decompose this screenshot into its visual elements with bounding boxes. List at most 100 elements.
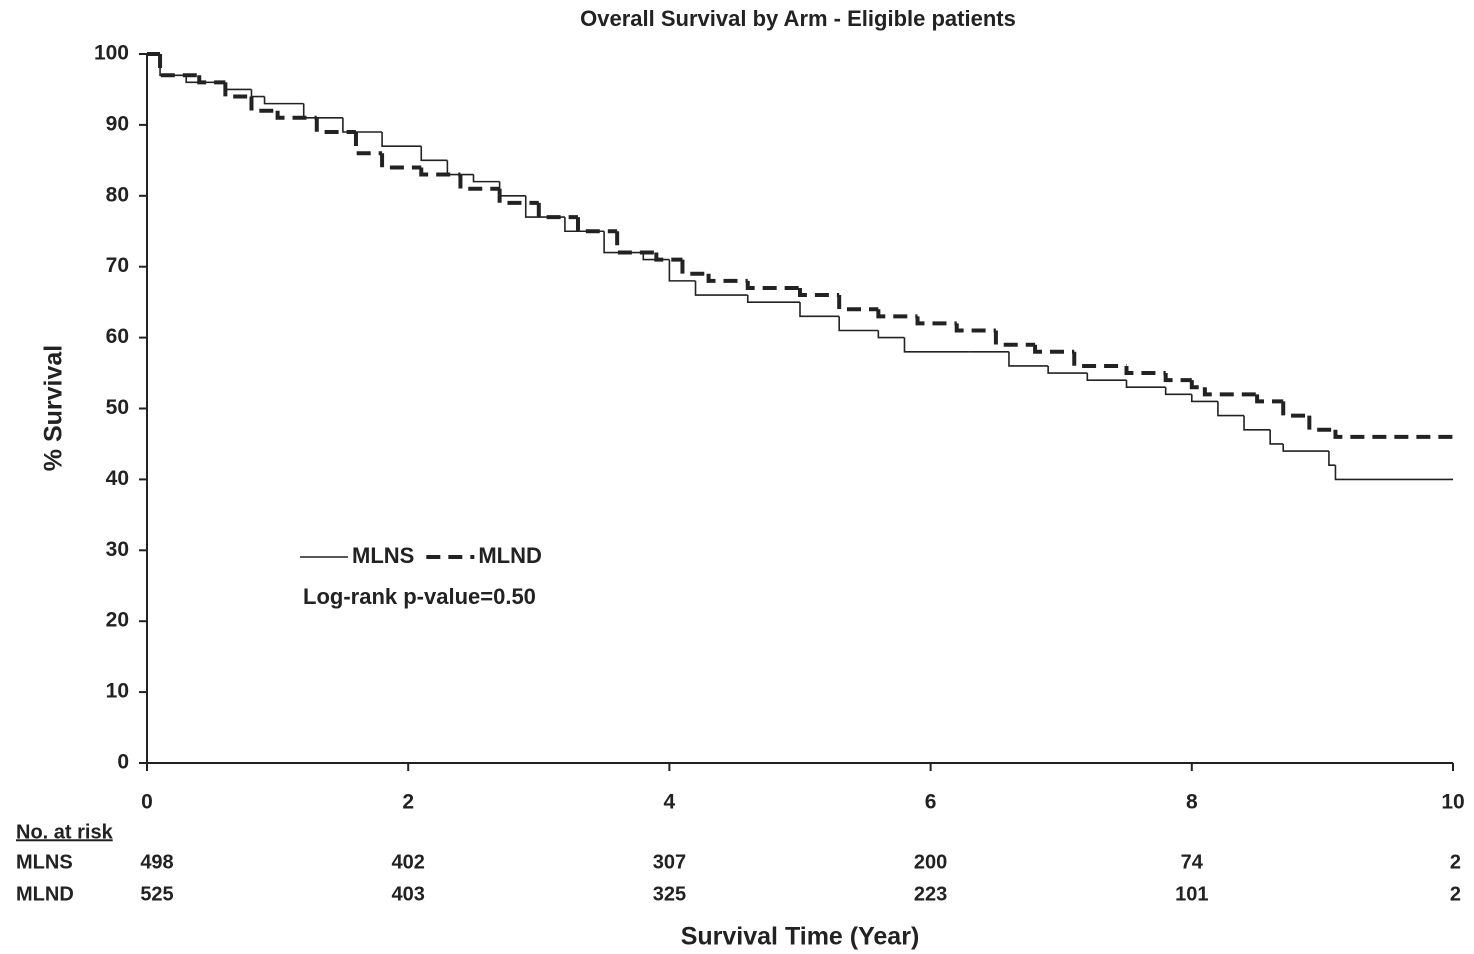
- y-tick-label: 50: [106, 396, 129, 419]
- survival-step: [419, 167, 461, 177]
- risk-table-title: No. at risk: [16, 821, 114, 843]
- survival-step: [799, 302, 840, 318]
- survival-step: [249, 96, 278, 113]
- survival-step: [615, 231, 657, 255]
- survival-step: [1189, 380, 1205, 390]
- risk-value: 101: [1175, 883, 1208, 905]
- risk-value: 74: [1181, 851, 1204, 873]
- survival-step: [536, 202, 578, 220]
- risk-value: 325: [653, 883, 686, 905]
- survival-step: [250, 89, 265, 98]
- y-tick-label: 80: [106, 183, 129, 206]
- survival-step: [876, 309, 918, 319]
- survival-step: [746, 295, 800, 303]
- chart-title: Overall Survival by Arm - Eligible patie…: [580, 6, 1016, 31]
- survival-step: [302, 103, 343, 119]
- survival-step: [1243, 415, 1271, 431]
- survival-step: [1282, 443, 1329, 452]
- x-axis-label: Survival Time (Year): [681, 923, 920, 951]
- survival-step: [1328, 451, 1336, 467]
- annotation: Log-rank p-value=0.50: [303, 584, 536, 609]
- risk-value: 307: [653, 851, 686, 873]
- survival-step: [668, 259, 696, 282]
- survival-step: [342, 117, 383, 133]
- survival-step: [903, 337, 970, 353]
- survival-step: [798, 287, 840, 298]
- survival-step: [877, 330, 905, 339]
- survival-step: [680, 259, 709, 276]
- survival-step: [446, 160, 474, 176]
- survival-step: [1334, 465, 1453, 481]
- survival-step: [745, 280, 800, 290]
- survival-step: [472, 174, 500, 183]
- survival-step: [603, 231, 644, 254]
- y-tick-label: 0: [117, 751, 129, 774]
- survival-step: [524, 195, 565, 218]
- y-tick-label: 10: [106, 680, 129, 703]
- survival-step: [314, 117, 356, 134]
- x-tick-label: 2: [402, 791, 414, 814]
- survival-step: [381, 131, 422, 147]
- survival-step: [1047, 365, 1088, 374]
- y-tick-label: 90: [106, 112, 129, 135]
- risk-row-label: MLND: [16, 883, 74, 905]
- risk-value: 2: [1450, 851, 1461, 873]
- survival-step: [1217, 401, 1245, 417]
- x-tick-label: 8: [1186, 791, 1198, 814]
- y-tick-label: 30: [106, 538, 129, 561]
- x-tick-label: 4: [664, 791, 676, 814]
- survival-step: [706, 273, 748, 283]
- risk-value: 200: [914, 851, 947, 873]
- survival-step: [1164, 387, 1192, 396]
- survival-step: [915, 316, 957, 326]
- survival-step: [838, 316, 879, 332]
- survival-step: [158, 54, 200, 78]
- survival-step: [1191, 394, 1218, 403]
- y-axis-label: % Survival: [40, 345, 68, 471]
- y-tick-label: 100: [94, 42, 129, 65]
- survival-step: [1008, 351, 1049, 367]
- survival-step: [1072, 351, 1127, 368]
- survival-step: [458, 174, 500, 191]
- risk-row-label: MLNS: [16, 851, 73, 873]
- legend-label: MLND: [478, 543, 542, 568]
- survival-step: [1333, 429, 1453, 439]
- survival-step: [1163, 373, 1192, 383]
- survival-step: [197, 75, 226, 85]
- survival-step: [954, 323, 996, 333]
- survival-step: [1255, 394, 1284, 404]
- y-tick-label: 70: [106, 254, 129, 277]
- survival-step: [1281, 401, 1310, 418]
- survival-step: [575, 217, 618, 234]
- survival-step: [263, 96, 304, 105]
- survival-step: [564, 217, 605, 233]
- survival-step: [185, 75, 226, 84]
- risk-value: 402: [392, 851, 425, 873]
- risk-value: 2: [1450, 883, 1461, 905]
- survival-step: [1086, 373, 1127, 381]
- survival-step: [275, 110, 317, 120]
- y-tick-label: 40: [106, 467, 129, 490]
- survival-step: [498, 181, 526, 197]
- survival-step: [1033, 344, 1075, 354]
- risk-value: 525: [140, 883, 173, 905]
- survival-step: [1125, 380, 1166, 389]
- survival-step: [837, 295, 879, 312]
- risk-value: 223: [914, 883, 947, 905]
- survival-step: [497, 188, 539, 205]
- survival-step: [420, 146, 448, 162]
- survival-step: [1202, 387, 1258, 397]
- legend-label: MLNS: [352, 543, 414, 568]
- survival-step: [1307, 415, 1336, 432]
- survival-step: [1124, 365, 1166, 376]
- survival-step: [654, 252, 683, 262]
- survival-step: [694, 280, 748, 296]
- x-tick-label: 6: [925, 791, 937, 814]
- x-tick-label: 10: [1441, 791, 1464, 814]
- risk-value: 403: [392, 883, 425, 905]
- y-tick-label: 20: [106, 609, 129, 632]
- survival-step: [380, 153, 422, 170]
- risk-value: 498: [140, 851, 173, 873]
- survival-step: [159, 54, 187, 77]
